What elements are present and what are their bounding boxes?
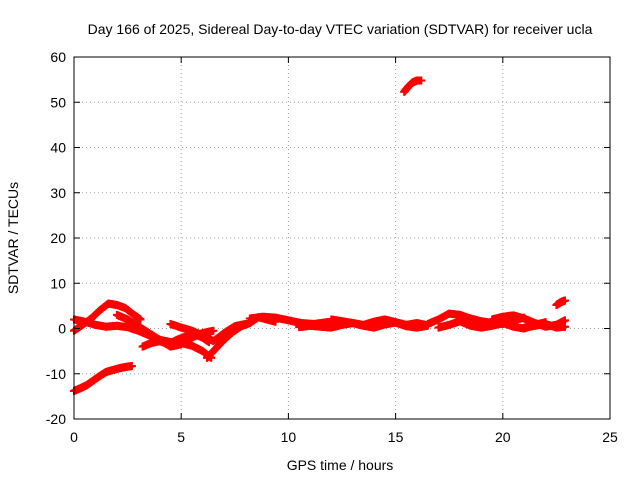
- series-arc-j: [327, 315, 432, 330]
- data-point-marker: [136, 315, 145, 324]
- series-arc-k: [400, 76, 426, 96]
- y-tick-label: -10: [46, 366, 66, 382]
- y-axis-title: SDTVAR / TECUs: [5, 182, 21, 294]
- y-tick-label: 30: [50, 185, 66, 201]
- data-point-marker: [127, 362, 136, 371]
- x-tick-label: 15: [388, 429, 404, 445]
- y-tick-label: 60: [50, 49, 66, 65]
- data-point-marker: [560, 322, 569, 331]
- y-tick-label: 40: [50, 140, 66, 156]
- y-tick-label: 0: [58, 321, 66, 337]
- data-point-marker: [209, 326, 218, 335]
- x-tick-label: 0: [70, 429, 78, 445]
- axis-ticks: 0 5 10 15 20 25 -20 -10 0 10 20 30 40 50 60: [46, 49, 618, 445]
- data-point-marker: [417, 76, 426, 85]
- x-tick-label: 5: [177, 429, 185, 445]
- data-series: [70, 76, 569, 395]
- series-arc-p: [552, 296, 569, 309]
- x-axis-title: GPS time / hours: [287, 457, 394, 473]
- series-arc-o: [520, 319, 569, 332]
- y-tick-label: 50: [50, 94, 66, 110]
- series-arc-a: [70, 362, 136, 395]
- data-point-marker: [560, 296, 569, 305]
- x-tick-label: 20: [495, 429, 511, 445]
- y-tick-label: 20: [50, 230, 66, 246]
- chart-title: Day 166 of 2025, Sidereal Day-to-day VTE…: [88, 21, 593, 37]
- x-tick-label: 25: [602, 429, 618, 445]
- x-tick-label: 10: [281, 429, 297, 445]
- y-tick-label: 10: [50, 275, 66, 291]
- y-tick-label: -20: [46, 411, 66, 427]
